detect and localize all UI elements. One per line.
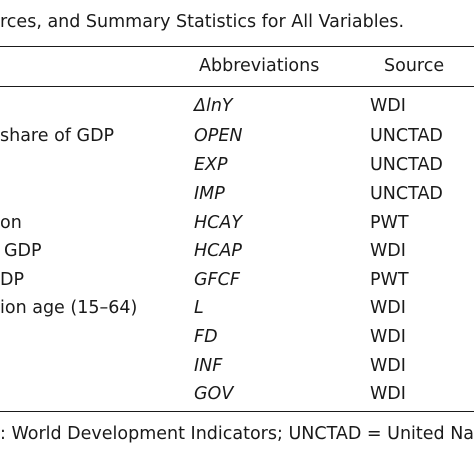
variable-cell: DP xyxy=(0,270,25,290)
source-cell: PWT xyxy=(370,270,409,290)
source-cell: WDI xyxy=(370,356,406,376)
abbr-cell: GOV xyxy=(194,384,234,404)
abbr-cell: OPEN xyxy=(194,126,243,146)
abbr-cell: FD xyxy=(194,327,218,347)
abbr-cell: HCAY xyxy=(194,213,243,233)
bottom-rule xyxy=(0,411,474,413)
source-cell: UNCTAD xyxy=(370,184,443,204)
abbr-cell: GFCF xyxy=(194,270,240,290)
source-cell: WDI xyxy=(370,241,406,261)
source-cell: WDI xyxy=(370,327,406,347)
header-abbreviations: Abbreviations xyxy=(199,56,320,76)
table-caption: rces, and Summary Statistics for All Var… xyxy=(0,12,405,32)
header-rule xyxy=(0,86,474,88)
abbr-cell: ΔlnY xyxy=(194,96,233,116)
abbr-cell: L xyxy=(194,298,204,318)
source-cell: PWT xyxy=(370,213,409,233)
source-cell: WDI xyxy=(370,96,406,116)
abbr-cell: HCAP xyxy=(194,241,242,261)
abbr-cell: EXP xyxy=(194,155,228,175)
table-note: : World Development Indicators; UNCTAD =… xyxy=(0,424,474,444)
variable-cell: GDP xyxy=(4,241,42,261)
source-cell: WDI xyxy=(370,298,406,318)
abbr-cell: INF xyxy=(194,356,223,376)
variable-cell: on xyxy=(0,213,22,233)
variable-cell: ion age (15–64) xyxy=(0,298,138,318)
source-cell: UNCTAD xyxy=(370,126,443,146)
top-rule xyxy=(0,46,474,48)
header-source: Source xyxy=(384,56,445,76)
abbr-cell: IMP xyxy=(194,184,225,204)
source-cell: WDI xyxy=(370,384,406,404)
source-cell: UNCTAD xyxy=(370,155,443,175)
variable-cell: share of GDP xyxy=(0,126,115,146)
